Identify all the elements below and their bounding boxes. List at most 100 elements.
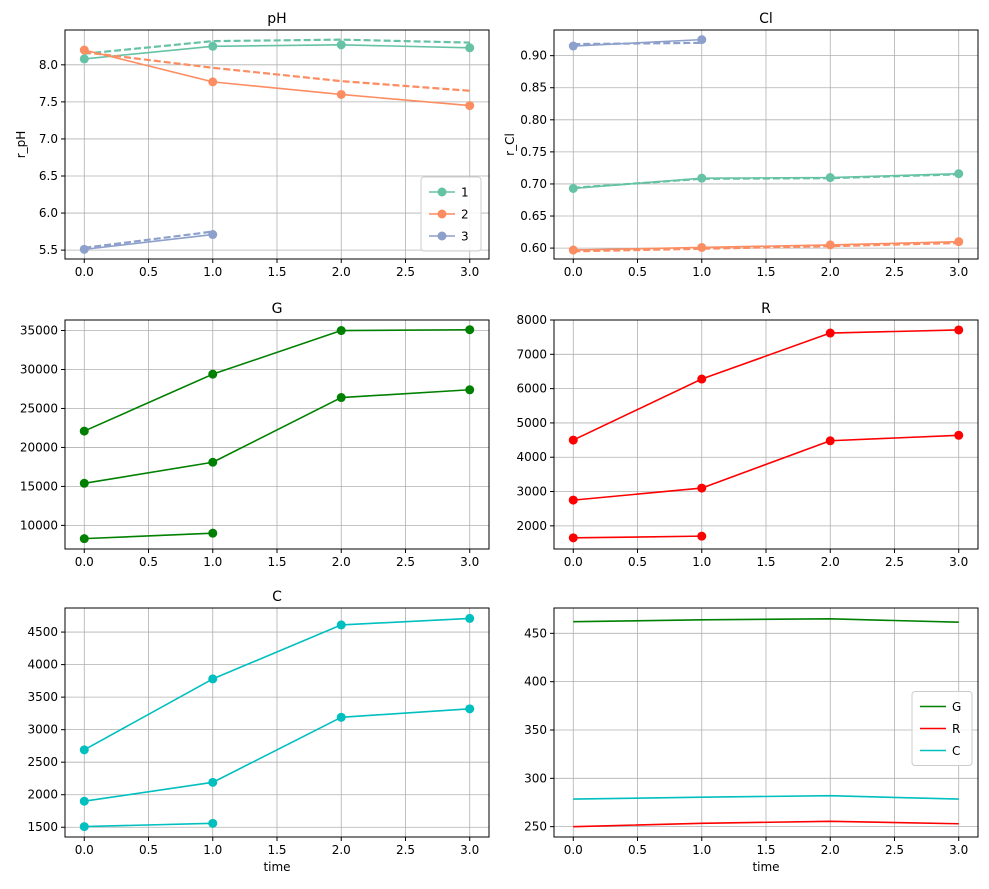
series-line-3 bbox=[84, 822, 213, 828]
x-tick-label: 2.0 bbox=[821, 555, 840, 569]
legend: 1 2 3 bbox=[420, 176, 482, 252]
x-tick-label: 3.0 bbox=[949, 843, 968, 857]
x-tick-label: 1.5 bbox=[756, 265, 775, 279]
x-tick-label: 1.0 bbox=[203, 843, 222, 857]
data-point bbox=[568, 495, 578, 505]
data-point bbox=[465, 704, 475, 714]
x-tick-label: 1.5 bbox=[756, 555, 775, 569]
y-tick-label: 30000 bbox=[20, 362, 58, 376]
data-point bbox=[79, 796, 89, 806]
x-tick-label: 1.0 bbox=[203, 265, 222, 279]
x-tick-label: 1.5 bbox=[756, 843, 775, 857]
data-point bbox=[79, 745, 89, 755]
y-tick-label: 0.70 bbox=[520, 177, 547, 191]
data-point bbox=[208, 457, 218, 467]
chart-title: pH bbox=[267, 11, 286, 27]
panel-gray: 0.0 0.5 1.0 1.5 2.0 2.5 3.0 250 300 350 400 450 time… bbox=[524, 607, 979, 874]
data-point bbox=[208, 528, 218, 538]
x-tick-label: 2.0 bbox=[332, 265, 351, 279]
y-tick-label: 5000 bbox=[516, 416, 547, 430]
series-line-1 bbox=[84, 44, 470, 60]
data-point bbox=[336, 712, 346, 722]
x-tick-label: 0.0 bbox=[564, 265, 583, 279]
series-line-1 bbox=[83, 328, 470, 432]
y-tick-label: 350 bbox=[524, 723, 547, 737]
data-point bbox=[568, 533, 578, 543]
x-axis-label: time bbox=[263, 860, 290, 874]
y-tick-label: 15000 bbox=[20, 479, 58, 493]
x-tick-label: 3.0 bbox=[460, 843, 479, 857]
series-line-2 bbox=[84, 388, 470, 485]
data-point bbox=[954, 325, 964, 335]
y-tick-label: 450 bbox=[524, 626, 547, 640]
series-line-3 bbox=[84, 233, 213, 251]
y-tick-label: 6.0 bbox=[39, 206, 58, 220]
y-tick-label: 4000 bbox=[516, 450, 547, 464]
chart-title: G bbox=[272, 301, 283, 317]
data-point bbox=[568, 435, 578, 445]
legend: GRC bbox=[911, 691, 973, 766]
data-point bbox=[336, 40, 346, 50]
y-tick-label: 1500 bbox=[27, 820, 58, 834]
fit-line-1-fit bbox=[84, 38, 470, 55]
data-point bbox=[336, 620, 346, 630]
x-tick-label: 1.5 bbox=[267, 265, 286, 279]
series-line-3 bbox=[573, 535, 702, 539]
legend-swatch-marker bbox=[437, 187, 447, 197]
y-tick-label: 300 bbox=[524, 771, 547, 785]
data-point bbox=[79, 426, 89, 436]
y-tick-label: 4500 bbox=[27, 625, 58, 639]
x-tick-label: 1.5 bbox=[267, 555, 286, 569]
fit-line-1-fit bbox=[573, 173, 959, 189]
data-point bbox=[465, 613, 475, 623]
data-point bbox=[465, 385, 475, 395]
x-tick-label: 1.5 bbox=[267, 843, 286, 857]
y-tick-label: 7.0 bbox=[39, 132, 58, 146]
legend-label: 3 bbox=[461, 230, 469, 244]
y-tick-label: 2500 bbox=[27, 755, 58, 769]
data-point bbox=[336, 326, 346, 336]
data-point bbox=[208, 818, 218, 828]
x-tick-label: 0.5 bbox=[628, 843, 647, 857]
y-tick-label: 4000 bbox=[27, 658, 58, 672]
x-tick-label: 1.0 bbox=[692, 843, 711, 857]
fit-line-3-fit bbox=[84, 230, 213, 249]
series-line-2 bbox=[84, 49, 470, 107]
data-point bbox=[954, 169, 964, 179]
y-tick-label: 8000 bbox=[516, 313, 547, 327]
legend-swatch-marker bbox=[437, 231, 447, 241]
data-point bbox=[208, 369, 218, 379]
y-tick-label: 0.90 bbox=[520, 49, 547, 63]
y-tick-label: 7000 bbox=[516, 347, 547, 361]
y-axis-label: r_Cl bbox=[503, 133, 517, 156]
x-tick-label: 0.5 bbox=[628, 265, 647, 279]
y-tick-label: 35000 bbox=[20, 324, 58, 338]
y-tick-label: 0.75 bbox=[520, 145, 547, 159]
data-point bbox=[697, 374, 707, 384]
y-tick-label: 6.5 bbox=[39, 169, 58, 183]
data-point bbox=[465, 325, 475, 335]
data-point bbox=[465, 101, 475, 111]
data-point bbox=[336, 393, 346, 403]
fit-line-3-fit bbox=[573, 41, 702, 46]
x-tick-label: 3.0 bbox=[460, 555, 479, 569]
legend-label: G bbox=[952, 700, 961, 714]
y-tick-label: 0.80 bbox=[520, 113, 547, 127]
series-line-R bbox=[573, 820, 959, 828]
data-point bbox=[208, 777, 218, 787]
series-line-3 bbox=[84, 532, 213, 540]
x-tick-label: 0.0 bbox=[75, 265, 94, 279]
data-point bbox=[568, 183, 578, 193]
legend-label: R bbox=[952, 722, 960, 736]
x-tick-label: 0.0 bbox=[564, 555, 583, 569]
y-tick-label: 25000 bbox=[20, 401, 58, 415]
data-point bbox=[697, 531, 707, 541]
data-point bbox=[79, 534, 89, 544]
x-tick-label: 3.0 bbox=[460, 265, 479, 279]
legend-label: C bbox=[952, 744, 960, 758]
data-point bbox=[336, 89, 346, 99]
y-tick-label: 6000 bbox=[516, 382, 547, 396]
x-tick-label: 0.0 bbox=[75, 555, 94, 569]
y-tick-label: 5.5 bbox=[39, 243, 58, 257]
